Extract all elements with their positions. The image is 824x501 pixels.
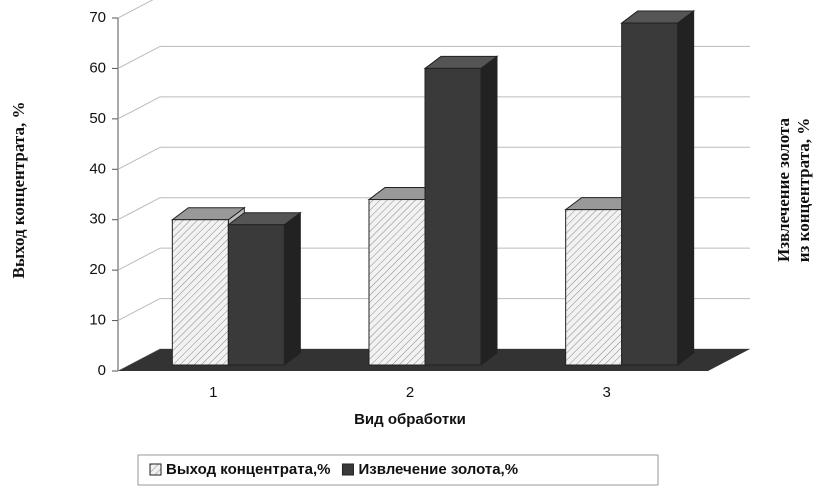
x-axis-label: Вид обработки xyxy=(354,411,466,428)
y-tick-label: 20 xyxy=(89,261,106,278)
x-tick-label: 3 xyxy=(602,384,610,401)
bar xyxy=(425,68,481,365)
x-tick-label: 1 xyxy=(209,384,217,401)
y-tick-label: 40 xyxy=(89,160,106,177)
grid-line xyxy=(118,0,160,18)
legend-swatch xyxy=(150,464,161,475)
y-tick-label: 70 xyxy=(89,9,106,26)
legend-swatch xyxy=(342,464,353,475)
bar xyxy=(622,23,678,365)
bar xyxy=(566,210,622,365)
bar xyxy=(369,200,425,365)
grid-line xyxy=(118,198,160,220)
y-tick-label: 10 xyxy=(89,312,106,329)
grid-line xyxy=(118,46,160,68)
bar-side xyxy=(678,11,694,365)
y-tick-label: 50 xyxy=(89,110,106,127)
bar xyxy=(172,220,228,365)
y-axis-label: Выход концентрата, % xyxy=(9,102,28,279)
y2-axis-label: из концентрата, % xyxy=(794,118,813,263)
grid-line xyxy=(118,299,160,321)
chart: Выход концентрата, % Извлечение золота и… xyxy=(0,0,824,496)
legend-label: Извлечение золота,% xyxy=(358,461,518,478)
y2-axis-label: Извлечение золота xyxy=(774,117,793,262)
y-tick-label: 0 xyxy=(98,362,106,379)
bar-side xyxy=(284,213,300,365)
y-tick-label: 30 xyxy=(89,211,106,228)
grid-line xyxy=(118,147,160,169)
grid-line xyxy=(118,97,160,119)
legend-label: Выход концентрата,% xyxy=(166,461,330,478)
bar-side xyxy=(481,56,497,365)
y-tick-label: 60 xyxy=(89,59,106,76)
grid-line xyxy=(118,248,160,270)
x-tick-label: 2 xyxy=(406,384,414,401)
bar xyxy=(228,225,284,365)
